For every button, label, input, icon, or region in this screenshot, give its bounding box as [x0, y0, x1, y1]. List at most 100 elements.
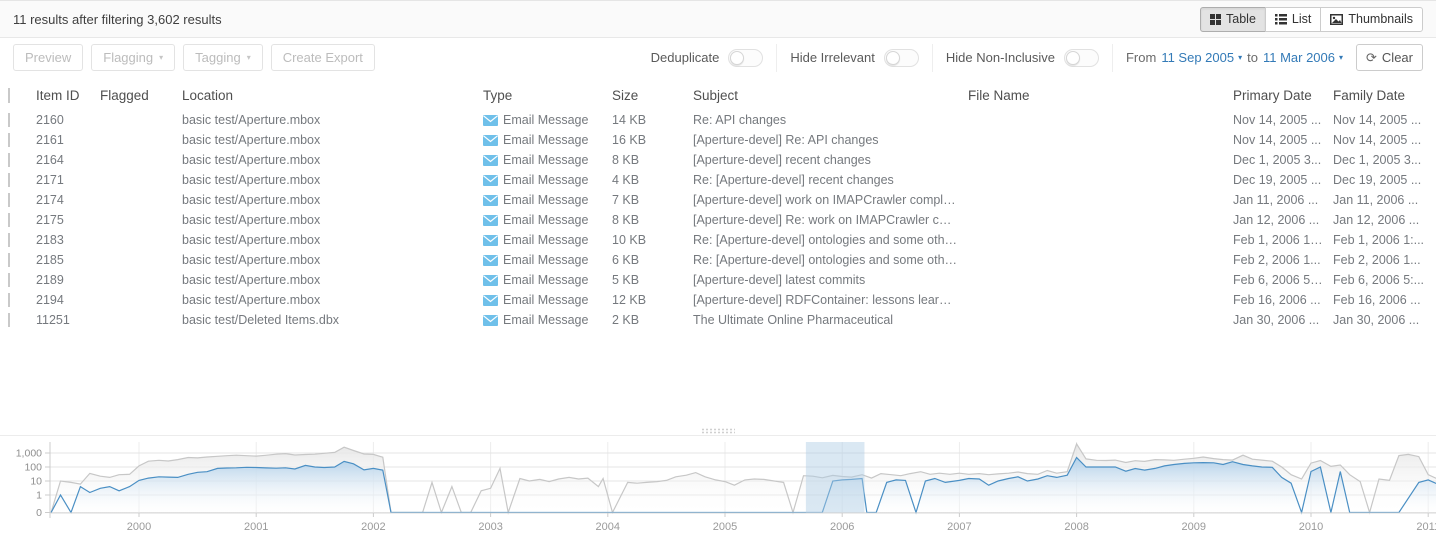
cell-item-id: 2174: [36, 193, 64, 207]
table-row[interactable]: 2189 basic test/Aperture.mbox Email Messag…: [0, 270, 1436, 290]
cell-primary-date: Nov 14, 2005 ...: [1233, 133, 1322, 147]
table-row[interactable]: 11251 basic test/Deleted Items.dbx Email M…: [0, 310, 1436, 330]
view-list-button[interactable]: List: [1264, 6, 1322, 32]
row-checkbox[interactable]: [8, 193, 10, 207]
cell-checkbox[interactable]: [0, 233, 36, 247]
cell-type: Email Message: [483, 193, 612, 207]
cell-checkbox[interactable]: [0, 293, 36, 307]
toolbar-divider: [1111, 43, 1113, 72]
panel-splitter[interactable]: [0, 426, 1436, 436]
cell-location: basic test/Aperture.mbox: [182, 253, 321, 267]
column-header-location[interactable]: Location: [182, 87, 234, 103]
create-export-label: Create Export: [282, 50, 363, 65]
tagging-dropdown[interactable]: Tagging ▾: [183, 44, 263, 71]
chevron-down-icon: ▾: [246, 52, 251, 62]
cell-location: basic test/Aperture.mbox: [182, 133, 321, 147]
cell-item-id: 2183: [36, 233, 64, 247]
table-row[interactable]: 2164 basic test/Aperture.mbox Email Messag…: [0, 150, 1436, 170]
cell-type: Email Message: [483, 133, 612, 147]
view-table-label: Table: [1226, 12, 1256, 26]
cell-primary-date: Dec 1, 2005 3...: [1233, 153, 1322, 167]
row-checkbox[interactable]: [8, 253, 10, 267]
cell-checkbox[interactable]: [0, 193, 36, 207]
toggle-knob: [730, 50, 745, 65]
preview-button[interactable]: Preview: [13, 44, 84, 71]
column-header-flagged[interactable]: Flagged: [100, 87, 149, 103]
column-header-primary-date[interactable]: Primary Date: [1233, 87, 1312, 103]
cell-family-date: Nov 14, 2005 ...: [1333, 113, 1422, 127]
svg-text:1,000: 1,000: [16, 448, 42, 460]
cell-family-date: Feb 1, 2006 1:...: [1333, 233, 1425, 247]
cell-size: 7 KB: [612, 193, 640, 207]
row-checkbox[interactable]: [8, 113, 10, 127]
cell-size: 12 KB: [612, 293, 647, 307]
svg-text:2007: 2007: [947, 521, 971, 533]
column-header-size[interactable]: Size: [612, 87, 639, 103]
cell-location: basic test/Aperture.mbox: [182, 173, 321, 187]
flagging-dropdown[interactable]: Flagging ▾: [91, 44, 176, 71]
svg-text:2009: 2009: [1182, 521, 1206, 533]
cell-checkbox[interactable]: [0, 273, 36, 287]
row-checkbox[interactable]: [8, 313, 10, 327]
cell-location: basic test/Aperture.mbox: [182, 113, 321, 127]
table-row[interactable]: 2160 basic test/Aperture.mbox Email Messag…: [0, 110, 1436, 130]
table-row[interactable]: 2175 basic test/Aperture.mbox Email Messag…: [0, 210, 1436, 230]
table-row[interactable]: 2161 basic test/Aperture.mbox Email Messag…: [0, 130, 1436, 150]
table-row[interactable]: 2183 basic test/Aperture.mbox Email Messag…: [0, 230, 1436, 250]
cell-checkbox[interactable]: [0, 253, 36, 267]
cell-item-id: 2185: [36, 253, 64, 267]
timeline-chart[interactable]: 0 1 10 100 1,000 2000 2001 2002 2003 2004 2005 2006…: [0, 436, 1436, 538]
cell-checkbox[interactable]: [0, 113, 36, 127]
date-to-dropdown[interactable]: 11 Mar 2006 ▾: [1263, 50, 1343, 65]
column-header-subject[interactable]: Subject: [693, 87, 739, 103]
hide-irrelevant-toggle[interactable]: [883, 48, 919, 67]
cell-size: 6 KB: [612, 253, 640, 267]
table-row[interactable]: 2194 basic test/Aperture.mbox Email Messag…: [0, 290, 1436, 310]
create-export-button[interactable]: Create Export: [270, 44, 375, 71]
cell-subject: [Aperture-devel] recent changes: [693, 153, 871, 167]
deduplicate-toggle[interactable]: [728, 48, 764, 67]
column-header-file-name[interactable]: File Name: [968, 87, 1030, 103]
row-checkbox[interactable]: [8, 153, 10, 167]
cell-location: basic test/Aperture.mbox: [182, 273, 321, 287]
cell-item-id: 2161: [36, 133, 64, 147]
table-row[interactable]: 2185 basic test/Aperture.mbox Email Messag…: [0, 250, 1436, 270]
hide-non-inclusive-toggle[interactable]: [1063, 48, 1099, 67]
row-checkbox[interactable]: [8, 173, 10, 187]
cell-subject: Re: API changes: [693, 113, 787, 127]
cell-subject: [Aperture-devel] Re: API changes: [693, 133, 879, 147]
cell-subject: Re: [Aperture-devel] ontologies and some…: [693, 253, 968, 267]
table-row[interactable]: 2171 basic test/Aperture.mbox Email Messag…: [0, 170, 1436, 190]
svg-text:2005: 2005: [713, 521, 737, 533]
cell-size: 8 KB: [612, 213, 640, 227]
thumbnails-icon: [1330, 13, 1344, 25]
cell-checkbox[interactable]: [0, 173, 36, 187]
row-checkbox[interactable]: [8, 213, 10, 227]
cell-family-date: Nov 14, 2005 ...: [1333, 133, 1422, 147]
cell-checkbox[interactable]: [0, 133, 36, 147]
cell-location: basic test/Deleted Items.dbx: [182, 313, 340, 327]
date-to-label: to: [1247, 50, 1258, 65]
view-thumbnails-button[interactable]: Thumbnails: [1320, 6, 1423, 32]
cell-primary-date: Feb 16, 2006 ...: [1233, 293, 1321, 307]
cell-family-date: Jan 30, 2006 ...: [1333, 313, 1420, 327]
chevron-down-icon: ▾: [1339, 52, 1344, 62]
column-header-item-id[interactable]: Item ID: [36, 87, 80, 103]
date-from-dropdown[interactable]: 11 Sep 2005 ▾: [1161, 50, 1242, 65]
clear-filter-button[interactable]: ⟳ Clear: [1356, 44, 1423, 71]
cell-checkbox[interactable]: [0, 313, 36, 327]
table-row[interactable]: 2174 basic test/Aperture.mbox Email Messag…: [0, 190, 1436, 210]
row-checkbox[interactable]: [8, 133, 10, 147]
select-all-checkbox[interactable]: [8, 87, 10, 103]
svg-text:2010: 2010: [1299, 521, 1323, 533]
row-checkbox[interactable]: [8, 233, 10, 247]
cell-checkbox[interactable]: [0, 153, 36, 167]
column-header-type[interactable]: Type: [483, 87, 513, 103]
cell-subject: The Ultimate Online Pharmaceutical: [693, 313, 894, 327]
cell-checkbox[interactable]: [0, 213, 36, 227]
row-checkbox[interactable]: [8, 293, 10, 307]
row-checkbox[interactable]: [8, 273, 10, 287]
column-header-family-date[interactable]: Family Date: [1333, 87, 1406, 103]
view-table-button[interactable]: Table: [1200, 6, 1266, 32]
cell-type: Email Message: [483, 173, 612, 187]
